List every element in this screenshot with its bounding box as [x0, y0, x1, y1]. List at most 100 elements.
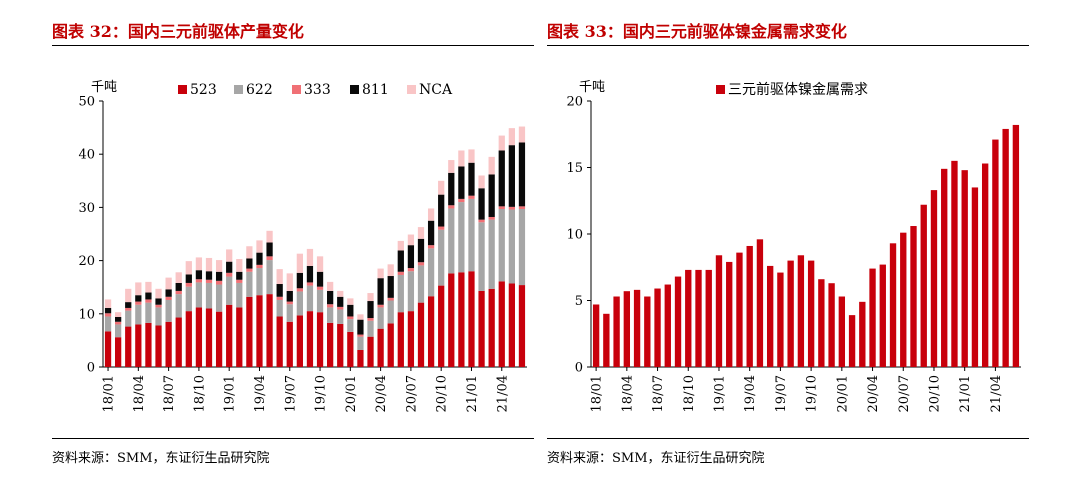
- x-tick-label: 20/07: [404, 375, 419, 412]
- bar-20/02-series-2: [357, 334, 364, 337]
- x-tick-label: 18/07: [651, 375, 666, 412]
- bar-18/06-series-0: [155, 325, 162, 367]
- bar-18/06-value: [644, 296, 651, 367]
- bar-19/06-value: [766, 265, 774, 367]
- x-tick-label: 19/07: [283, 375, 298, 412]
- bar-20/06-series-2: [397, 271, 404, 275]
- bar-18/11-series-1: [205, 282, 213, 309]
- bar-18/05-series-0: [145, 322, 152, 367]
- bar-20/06-series-3: [397, 250, 404, 272]
- bar-20/06-series-4: [397, 240, 404, 251]
- bar-19/04-series-2: [256, 264, 263, 269]
- bar-19/04-series-3: [256, 252, 263, 265]
- bar-18/12-series-4: [215, 260, 223, 272]
- bar-19/09-value: [797, 255, 805, 367]
- bar-20/10-value: [930, 190, 938, 367]
- bar-21/04-series-0: [498, 281, 505, 367]
- bar-20/11-series-3: [448, 172, 455, 206]
- bar-19/11-series-2: [327, 304, 334, 308]
- bar-20/07-series-1: [407, 271, 415, 312]
- bar-20/08-series-2: [417, 262, 425, 266]
- y-tick-label: 50: [78, 95, 95, 110]
- bar-20/04-series-0: [377, 328, 384, 367]
- bar-20/09-value: [920, 204, 927, 367]
- x-tick-label: 18/10: [192, 375, 207, 412]
- y-tick-label: 40: [78, 148, 95, 163]
- bar-18/02-series-0: [115, 337, 122, 367]
- x-tick-label: 18/07: [162, 375, 177, 412]
- bar-20/09-series-2: [427, 245, 435, 249]
- bar-18/07-series-3: [165, 289, 172, 297]
- bar-18/08-value: [664, 284, 671, 367]
- y-tick-label: 0: [87, 361, 95, 376]
- bar-19/02-series-4: [236, 259, 243, 272]
- bar-19/10-series-0: [316, 312, 324, 367]
- bar-20/10-series-2: [438, 226, 445, 230]
- bar-20/09-series-4: [427, 208, 435, 221]
- bar-20/02-series-0: [357, 349, 364, 367]
- bar-21/06-series-4: [518, 126, 526, 143]
- bar-20/11-series-1: [448, 208, 455, 274]
- bar-18/04-series-1: [135, 304, 142, 325]
- bar-21/03-series-4: [488, 156, 495, 175]
- bar-19/09-series-3: [306, 265, 314, 283]
- bar-20/05-series-0: [387, 323, 394, 367]
- bar-18/05-series-1: [145, 302, 152, 323]
- bar-19/04-series-0: [256, 295, 263, 367]
- bar-20/08-series-4: [417, 227, 425, 239]
- bar-20/04-series-1: [377, 307, 384, 329]
- left-source-note: 资料来源：SMM，东证衍生品研究院: [52, 451, 270, 466]
- bar-21/06-series-2: [518, 206, 526, 209]
- bar-18/12-series-3: [215, 271, 223, 281]
- bar-18/01-series-1: [104, 316, 112, 332]
- bar-20/03-series-0: [367, 336, 374, 367]
- y-tick-label: 5: [575, 294, 583, 309]
- bar-20/03-value: [859, 301, 866, 367]
- bar-20/05-series-4: [387, 264, 394, 277]
- bar-19/04-value: [746, 245, 753, 367]
- bar-19/03-value: [736, 252, 743, 367]
- bar-19/02-value: [726, 261, 733, 367]
- legend-swatch: [350, 85, 359, 94]
- bar-21/04-series-4: [498, 135, 505, 151]
- bar-20/01-series-2: [347, 316, 354, 320]
- bar-20/12-series-2: [458, 198, 465, 203]
- bar-18/08-series-1: [175, 294, 182, 318]
- bar-20/08-series-1: [417, 265, 425, 303]
- bar-18/05-series-4: [145, 281, 152, 293]
- bar-20/11-series-0: [448, 273, 455, 367]
- bar-20/12-series-4: [458, 150, 465, 167]
- bar-19/10-series-1: [316, 289, 324, 313]
- bar-20/05-series-3: [387, 276, 394, 298]
- bar-18/02-series-4: [115, 312, 122, 317]
- bar-18/10-value: [685, 269, 692, 367]
- bar-18/05-series-3: [145, 292, 152, 300]
- bar-19/05-series-4: [266, 230, 273, 243]
- bar-21/04-series-1: [498, 209, 505, 282]
- bar-19/09-series-1: [306, 285, 314, 312]
- legend-label: 811: [362, 82, 389, 98]
- bar-20/05-series-1: [387, 300, 394, 324]
- bar-18/11-value: [695, 269, 702, 367]
- x-tick-label: 18/01: [590, 375, 605, 412]
- bar-18/02-series-1: [115, 324, 122, 338]
- bar-19/09-series-2: [306, 282, 314, 286]
- bar-18/10-series-0: [195, 307, 203, 367]
- y-tick-label: 30: [78, 201, 95, 216]
- bar-19/01-series-2: [226, 272, 233, 277]
- legend-label: 523: [190, 82, 217, 98]
- bar-19/01-series-0: [226, 304, 233, 367]
- bar-20/02-series-4: [357, 314, 364, 320]
- bar-19/11-value: [818, 279, 825, 367]
- bar-18/04-value: [623, 291, 631, 367]
- bar-20/01-value: [838, 296, 846, 367]
- x-tick-label: 18/10: [682, 375, 697, 412]
- y-tick-label: 0: [575, 361, 583, 376]
- bar-19/12-series-3: [337, 296, 344, 307]
- bar-20/01-series-0: [347, 331, 354, 367]
- y-tick-label: 10: [78, 307, 95, 322]
- bar-20/08-value: [910, 226, 917, 367]
- bar-20/04-value: [869, 268, 876, 367]
- bar-19/11-series-0: [327, 322, 334, 367]
